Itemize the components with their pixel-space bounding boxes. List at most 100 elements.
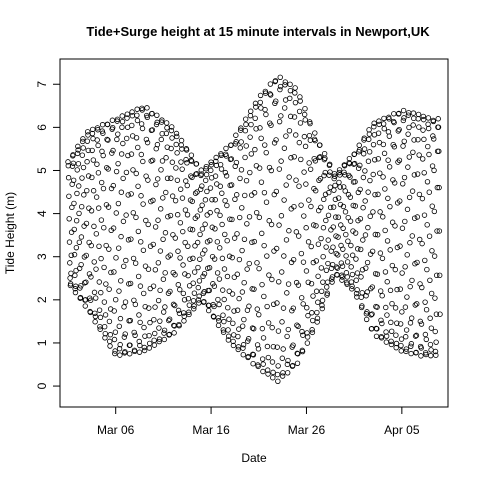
data-point-1221 — [429, 248, 435, 254]
data-point-891 — [330, 204, 337, 210]
data-point-548 — [228, 156, 235, 162]
data-point-582 — [238, 167, 245, 173]
data-point-606 — [245, 336, 252, 342]
data-point-1218 — [428, 347, 434, 353]
data-point-93 — [93, 295, 99, 301]
data-point-126 — [102, 312, 109, 318]
data-point-501 — [214, 239, 221, 245]
data-point-627 — [252, 146, 258, 153]
data-point-670 — [265, 367, 271, 373]
data-point-554 — [230, 338, 236, 345]
data-point-793 — [301, 133, 308, 140]
data-point-506 — [216, 318, 222, 324]
data-point-214 — [129, 122, 135, 129]
data-point-892 — [331, 187, 337, 193]
data-point-641 — [256, 265, 262, 272]
data-point-101 — [95, 142, 101, 149]
data-point-62 — [83, 220, 90, 227]
data-point-362 — [173, 165, 179, 171]
data-point-117 — [100, 130, 106, 136]
data-point-1171 — [414, 259, 420, 266]
data-point-600 — [244, 221, 250, 227]
data-point-828 — [312, 130, 318, 136]
data-point-1228 — [431, 167, 437, 174]
data-point-996 — [362, 168, 368, 174]
data-point-770 — [294, 360, 301, 366]
data-point-1014 — [367, 213, 373, 220]
data-point-660 — [262, 142, 268, 148]
data-point-474 — [206, 287, 212, 294]
data-point-270 — [145, 266, 152, 272]
data-point-592 — [241, 236, 248, 242]
data-point-46 — [79, 203, 85, 210]
data-point-723 — [280, 305, 287, 311]
y-tick-label-2: 2 — [35, 296, 49, 303]
data-point-774 — [296, 233, 302, 239]
data-point-257 — [141, 347, 148, 354]
data-point-967 — [353, 277, 359, 283]
data-point-881 — [327, 204, 334, 211]
data-point-21 — [71, 226, 77, 233]
data-point-354 — [170, 301, 177, 308]
data-point-137 — [106, 246, 112, 252]
data-point-792 — [301, 169, 307, 175]
data-point-1148 — [407, 283, 413, 290]
data-point-192 — [122, 331, 128, 337]
data-point-1004 — [364, 289, 370, 295]
data-point-837 — [314, 315, 321, 321]
data-point-812 — [307, 120, 313, 127]
data-point-303 — [155, 260, 162, 266]
data-point-1186 — [418, 321, 425, 327]
data-point-386 — [180, 262, 186, 268]
data-point-824 — [310, 222, 317, 228]
data-point-1043 — [376, 118, 382, 124]
data-point-1003 — [364, 309, 370, 315]
data-point-938 — [344, 259, 351, 265]
data-point-163 — [113, 168, 120, 175]
data-point-340 — [166, 331, 173, 338]
data-point-706 — [275, 328, 282, 334]
data-point-652 — [259, 325, 266, 332]
data-point-686 — [269, 359, 276, 365]
data-point-831 — [313, 188, 319, 194]
data-point-788 — [300, 332, 306, 338]
data-point-1060 — [381, 115, 387, 122]
data-point-98 — [94, 137, 100, 143]
data-point-886 — [329, 279, 335, 285]
data-point-348 — [169, 124, 175, 130]
data-point-979 — [357, 162, 363, 169]
data-point-1169 — [413, 332, 420, 339]
data-point-983 — [358, 274, 364, 280]
data-point-1198 — [422, 299, 428, 305]
data-point-1057 — [380, 174, 386, 180]
data-point-854 — [319, 297, 326, 304]
data-point-387 — [180, 290, 187, 297]
data-point-1112 — [396, 157, 403, 163]
data-point-948 — [347, 218, 354, 224]
data-point-33 — [75, 143, 81, 150]
data-point-859 — [321, 172, 327, 179]
data-point-522 — [220, 329, 227, 335]
data-point-852 — [319, 302, 325, 309]
data-point-1070 — [384, 312, 390, 318]
data-point-408 — [186, 283, 193, 289]
data-point-642 — [256, 214, 263, 221]
data-point-599 — [243, 178, 250, 184]
data-point-542 — [226, 253, 233, 259]
data-point-1049 — [377, 288, 384, 294]
data-point-1099 — [392, 305, 399, 311]
data-point-1170 — [414, 301, 420, 307]
data-point-492 — [211, 256, 218, 262]
data-point-415 — [188, 158, 195, 164]
data-point-398 — [183, 147, 190, 153]
data-point-729 — [282, 79, 288, 85]
data-point-181 — [119, 124, 125, 130]
data-point-936 — [344, 281, 350, 287]
data-point-517 — [219, 221, 225, 228]
data-point-300 — [154, 141, 161, 148]
data-point-215 — [129, 109, 135, 115]
data-point-616 — [248, 192, 255, 198]
data-point-1226 — [430, 118, 437, 125]
data-point-559 — [231, 235, 238, 241]
data-point-345 — [168, 175, 174, 181]
